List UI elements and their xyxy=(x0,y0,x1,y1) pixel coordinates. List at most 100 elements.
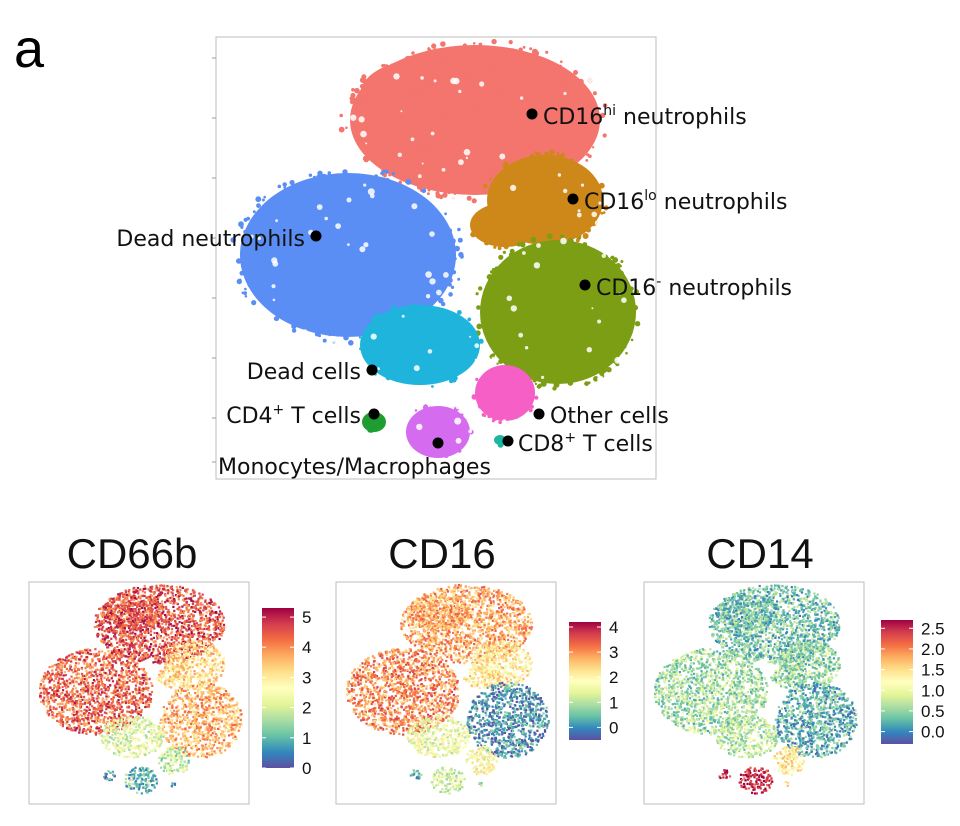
cell-point xyxy=(413,446,416,450)
cell-point xyxy=(486,165,491,171)
marker-cell xyxy=(177,595,180,598)
marker-cell xyxy=(188,752,192,755)
cell-point xyxy=(318,190,324,196)
marker-cell xyxy=(124,624,127,627)
marker-cell xyxy=(208,678,211,681)
marker-cell xyxy=(219,612,222,615)
marker-cell xyxy=(122,594,125,597)
cell-point xyxy=(449,172,453,175)
cell-point xyxy=(525,206,530,210)
cell-point xyxy=(498,61,501,64)
marker-cell xyxy=(149,613,152,616)
marker-cell xyxy=(183,642,187,645)
cell-point xyxy=(493,245,497,249)
marker-cell xyxy=(136,613,139,616)
marker-cell xyxy=(208,673,211,677)
marker-cell xyxy=(158,643,162,646)
cell-point xyxy=(372,131,375,134)
marker-cell xyxy=(155,615,158,618)
marker-cell xyxy=(195,713,199,716)
marker-cell xyxy=(214,625,217,628)
cell-point xyxy=(358,126,364,132)
cell-point xyxy=(603,259,609,265)
cell-point xyxy=(408,173,415,179)
marker-cell xyxy=(218,621,221,624)
cell-point xyxy=(587,276,591,280)
cell-point xyxy=(471,136,475,140)
marker-cell xyxy=(144,609,147,612)
marker-cell xyxy=(156,637,159,640)
cell-point xyxy=(529,47,533,51)
marker-cell xyxy=(122,620,125,623)
marker-cell xyxy=(201,593,204,596)
marker-cell xyxy=(136,587,139,590)
marker-cell xyxy=(202,734,205,737)
cell-point xyxy=(487,145,491,149)
cell-point xyxy=(575,357,579,362)
marker-cell xyxy=(169,730,172,733)
marker-cell xyxy=(114,650,117,653)
marker-cell xyxy=(196,629,200,632)
cell-point xyxy=(377,257,381,261)
marker-cell xyxy=(232,697,235,700)
marker-cell xyxy=(205,687,208,690)
marker-cell xyxy=(173,665,176,668)
cell-point xyxy=(306,270,313,276)
marker-cell xyxy=(187,712,190,715)
marker-cell xyxy=(206,633,209,636)
cell-point xyxy=(478,42,483,47)
gap-point xyxy=(282,150,286,154)
marker-cell xyxy=(191,640,195,643)
cell-point xyxy=(387,91,392,96)
cell-point xyxy=(587,146,591,149)
cell-point xyxy=(391,360,396,364)
marker-cell xyxy=(218,708,221,711)
cell-point xyxy=(537,383,542,388)
cell-point xyxy=(399,115,405,122)
marker-cell xyxy=(159,675,162,678)
label-sup: lo xyxy=(644,188,656,204)
marker-cell xyxy=(102,625,105,628)
cell-point xyxy=(561,379,565,383)
marker-cell xyxy=(221,629,224,632)
cell-point xyxy=(576,338,581,342)
marker-cell xyxy=(194,675,197,678)
cell-point xyxy=(383,174,387,178)
cell-point xyxy=(471,198,477,204)
marker-cell xyxy=(122,607,125,610)
marker-cell xyxy=(131,653,134,656)
cell-point xyxy=(409,231,414,235)
cluster-cd16neg xyxy=(475,233,641,391)
marker-cell xyxy=(214,658,217,661)
marker-cell xyxy=(133,591,136,594)
marker-cell xyxy=(222,739,225,742)
cell-point xyxy=(524,273,529,277)
cell-point xyxy=(396,146,401,151)
marker-cell xyxy=(161,600,164,603)
marker-cell xyxy=(140,613,143,616)
cell-point xyxy=(595,363,598,367)
cell-point xyxy=(554,74,558,78)
marker-cell xyxy=(150,637,153,640)
marker-cell xyxy=(203,624,206,627)
cell-point xyxy=(389,187,395,193)
marker-cell xyxy=(133,646,136,649)
cell-point xyxy=(518,233,523,238)
cell-point xyxy=(326,289,332,295)
cell-point xyxy=(412,263,418,270)
cell-point xyxy=(368,271,372,275)
marker-cell xyxy=(202,648,205,651)
cell-point xyxy=(613,280,619,286)
cell-point xyxy=(359,77,366,83)
marker-cell xyxy=(213,632,216,635)
marker-cell xyxy=(179,629,183,632)
cell-point xyxy=(481,130,488,137)
cell-point xyxy=(443,427,448,432)
cell-point xyxy=(394,329,400,335)
marker-cell xyxy=(203,665,206,669)
cell-point xyxy=(432,167,437,172)
cell-point xyxy=(524,229,529,234)
cell-point xyxy=(274,195,279,200)
cell-point xyxy=(488,128,494,134)
cell-point xyxy=(561,132,565,137)
